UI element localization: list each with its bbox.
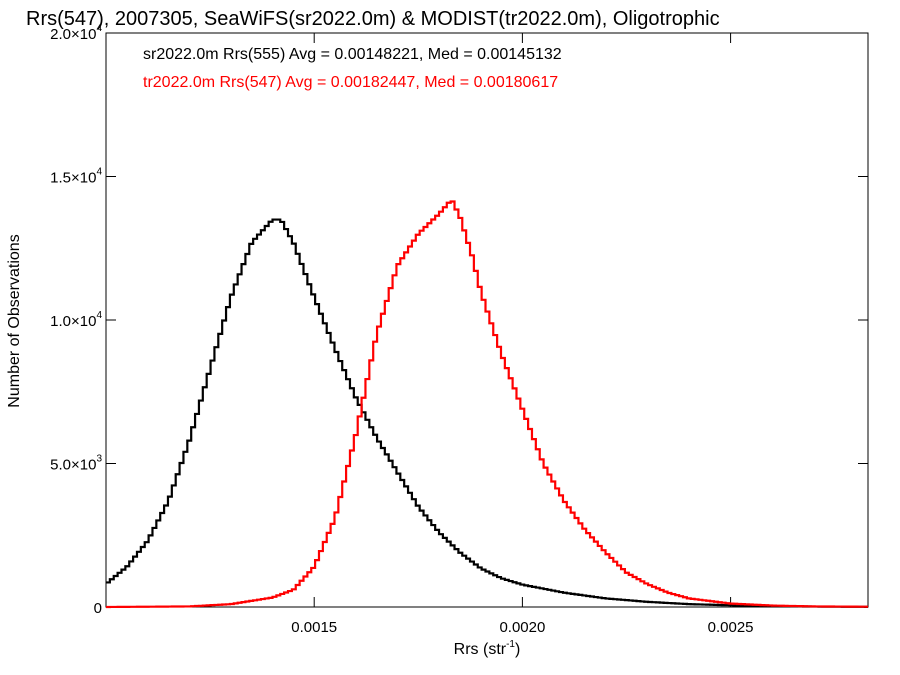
plot-frame bbox=[105, 32, 869, 608]
annotation-group: sr2022.0m Rrs(555) Avg = 0.00148221, Med… bbox=[143, 46, 562, 91]
y-tick-label: 1.0×104 bbox=[50, 310, 102, 330]
y-tick-mantissa: 1.5×10 bbox=[50, 170, 96, 187]
x-axis-label: Rrs (str-1) bbox=[454, 639, 521, 658]
y-tick-label: 1.5×104 bbox=[50, 167, 102, 187]
y-tick-exponent: 4 bbox=[96, 23, 102, 34]
y-axis-label: Number of Observations bbox=[6, 234, 23, 407]
series-group bbox=[106, 200, 868, 609]
tick-marks bbox=[106, 32, 868, 608]
tick-labels: 0.0015 0.0020 0.002505.0×1031.0×1041.5×104… bbox=[50, 23, 753, 636]
y-tick-label: 5.0×103 bbox=[50, 454, 102, 474]
y-tick-exponent: 4 bbox=[96, 310, 102, 321]
y-tick-exponent: 4 bbox=[96, 167, 102, 178]
y-tick-exponent: 3 bbox=[96, 454, 102, 465]
histogram-series-0 bbox=[106, 218, 868, 608]
x-tick-label: 0.0020 bbox=[499, 619, 545, 636]
y-tick-mantissa: 0 bbox=[94, 600, 102, 617]
y-tick-mantissa: 1.0×10 bbox=[50, 313, 96, 330]
x-tick-label: 0.0025 bbox=[708, 619, 754, 636]
stat-annotation: tr2022.0m Rrs(547) Avg = 0.00182447, Med… bbox=[143, 74, 558, 91]
y-tick-label: 0 bbox=[94, 600, 102, 617]
histogram-series-1 bbox=[106, 200, 868, 609]
chart-title: Rrs(547), 2007305, SeaWiFS(sr2022.0m) & … bbox=[26, 8, 720, 30]
y-tick-mantissa: 2.0×10 bbox=[50, 26, 96, 43]
y-tick-mantissa: 5.0×10 bbox=[50, 457, 96, 474]
stat-annotation: sr2022.0m Rrs(555) Avg = 0.00148221, Med… bbox=[143, 46, 562, 63]
y-tick-label: 2.0×104 bbox=[50, 23, 102, 43]
x-tick-label: 0.0015 bbox=[291, 619, 337, 636]
